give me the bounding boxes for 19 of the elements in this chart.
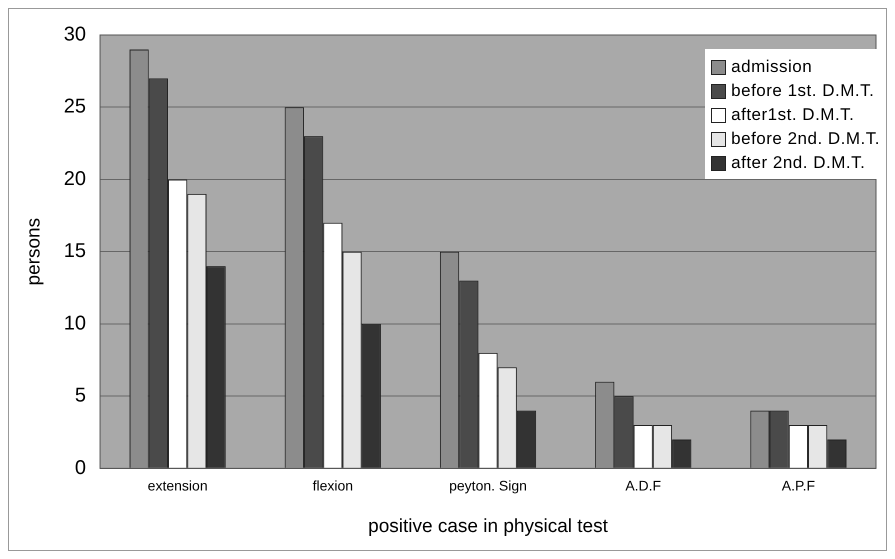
legend-label: admission bbox=[731, 56, 812, 78]
y-tick-label: 20 bbox=[64, 168, 86, 190]
x-tick-label: flexion bbox=[312, 478, 354, 494]
x-axis-title: positive case in physical test bbox=[368, 516, 609, 537]
y-tick-label: 5 bbox=[74, 384, 86, 407]
legend-label: before 2nd. D.M.T. bbox=[731, 128, 880, 150]
legend-label: before 1st. D.M.T. bbox=[731, 80, 874, 102]
y-tick-label: 30 bbox=[64, 24, 86, 46]
y-axis-title: persons bbox=[24, 218, 45, 286]
y-tick-label: 0 bbox=[74, 456, 86, 479]
y-tick-label: 10 bbox=[64, 312, 86, 334]
y-tick-label: 25 bbox=[64, 96, 86, 118]
x-tick-label: A.P.F bbox=[782, 478, 816, 494]
x-tick-label: A.D.F bbox=[625, 478, 662, 494]
legend-label: after 2nd. D.M.T. bbox=[731, 152, 866, 174]
x-tick-label: peyton. Sign bbox=[449, 478, 527, 494]
x-tick-label: extension bbox=[148, 478, 208, 494]
legend-label: after1st. D.M.T. bbox=[731, 104, 854, 126]
y-tick-label: 15 bbox=[64, 240, 86, 262]
